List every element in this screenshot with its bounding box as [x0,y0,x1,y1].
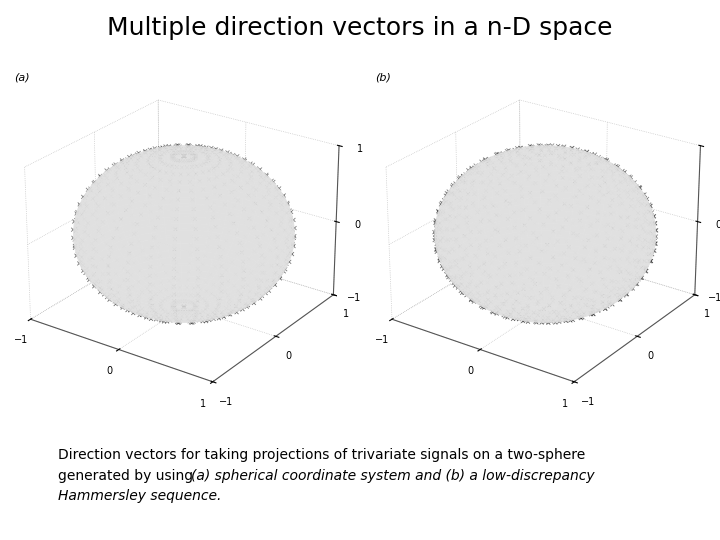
Text: Direction vectors for taking projections of trivariate signals on a two-sphere: Direction vectors for taking projections… [58,448,585,462]
Text: (a): (a) [14,72,30,83]
Text: Hammersley sequence.: Hammersley sequence. [58,489,221,503]
Text: (b): (b) [376,72,392,83]
Text: generated by using: generated by using [58,469,197,483]
Text: (a) spherical coordinate system and (b) a low-discrepancy: (a) spherical coordinate system and (b) … [191,469,595,483]
Text: Multiple direction vectors in a n-D space: Multiple direction vectors in a n-D spac… [107,16,613,40]
